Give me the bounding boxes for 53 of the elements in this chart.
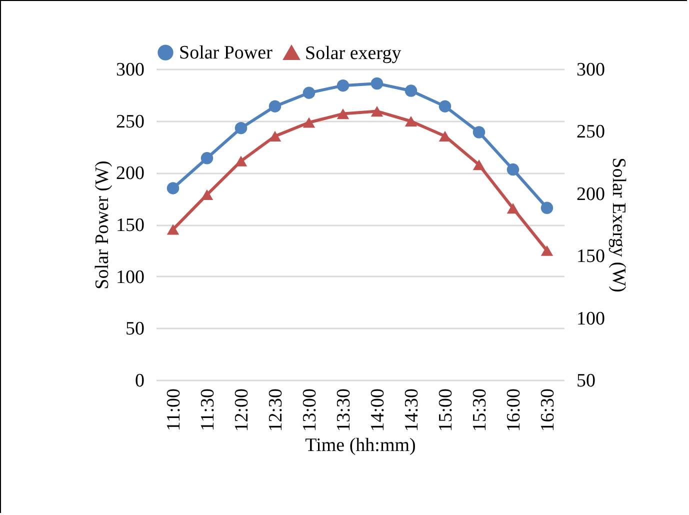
y2-tick-label: 300	[576, 60, 605, 80]
y-tick-label: 200	[116, 163, 144, 184]
point	[336, 108, 350, 120]
point	[200, 152, 214, 164]
y2-tick-label: 250	[576, 122, 605, 143]
y-tick-label: 150	[116, 215, 144, 236]
point	[540, 202, 554, 214]
point	[472, 159, 486, 170]
x-tick-label: 13:30	[334, 388, 354, 432]
y-tick-label: 0	[135, 370, 144, 392]
point	[268, 100, 282, 112]
point	[166, 224, 180, 235]
point	[438, 100, 452, 112]
point	[302, 86, 316, 99]
point	[472, 126, 486, 138]
point	[336, 79, 350, 92]
y-tick-label: 300	[116, 60, 144, 80]
y-tick-label: 100	[116, 266, 144, 288]
y2-tick-label: 50	[576, 370, 596, 392]
x-tick-label: 13:00	[300, 388, 320, 432]
y2-tick-label: 200	[576, 184, 605, 205]
point	[302, 117, 316, 128]
legend-label: Solar Power	[179, 42, 274, 64]
y2-axis-title: Solar Exergy (W)	[608, 158, 629, 292]
y-axis-title: Solar Power (W)	[92, 160, 113, 290]
y-tick-label: 50	[126, 318, 144, 340]
x-tick-label: 11:30	[198, 388, 218, 432]
y-tick-label: 250	[116, 111, 144, 132]
y2-tick-label: 100	[576, 308, 605, 330]
point	[200, 189, 214, 200]
point	[404, 116, 418, 127]
y2-tick-label: 150	[576, 246, 605, 268]
x-tick-label: 15:30	[470, 388, 490, 432]
point	[404, 84, 418, 97]
x-tick-label: 16:00	[504, 388, 524, 432]
point	[268, 130, 282, 142]
x-tick-label: 14:30	[402, 388, 422, 432]
legend-label: Solar exergy	[305, 43, 402, 64]
x-tick-label: 14:00	[368, 388, 388, 432]
point	[166, 182, 180, 194]
point	[234, 156, 248, 166]
point	[540, 245, 554, 256]
x-tick-label: 12:30	[266, 388, 286, 432]
x-tick-label: 16:30	[538, 388, 558, 432]
x-tick-label: 12:00	[232, 388, 252, 432]
point	[234, 122, 248, 134]
x-tick-label: 15:00	[436, 388, 456, 432]
point	[506, 163, 520, 176]
point	[370, 106, 384, 117]
point	[370, 77, 384, 90]
x-tick-label: 11:00	[164, 388, 184, 432]
x-axis-title: Time (hh:mm)	[305, 434, 416, 456]
point	[506, 203, 520, 214]
